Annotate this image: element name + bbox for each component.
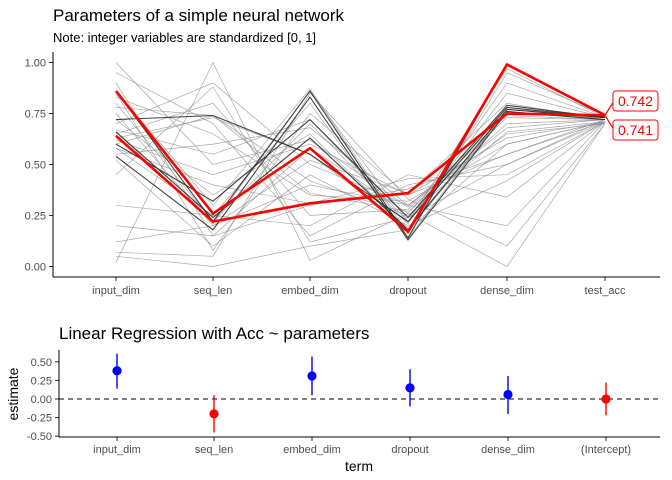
- series-line: [115, 121, 606, 196]
- series-line: [115, 61, 606, 267]
- x-tick-label: input_dim: [93, 444, 141, 456]
- chart-title: Linear Regression with Acc ~ parameters: [59, 324, 369, 343]
- chart-title: Parameters of a simple neural network: [53, 6, 345, 25]
- series-line: [115, 92, 606, 251]
- x-tick-label: dropout: [391, 444, 428, 456]
- highlight-series-line: [115, 112, 606, 223]
- y-tick-label: 0.50: [31, 357, 52, 369]
- series-line: [115, 102, 606, 227]
- y-axis: 0.00 0.25 0.50 0.75 1.00: [25, 58, 53, 274]
- series-line: [115, 121, 606, 247]
- series-line-dark: [115, 106, 606, 223]
- series-line: [115, 121, 606, 267]
- y-tick-label: -0.25: [27, 413, 52, 425]
- series-line: [115, 121, 606, 227]
- x-axis: input_dim seq_len embed_dim dropout dense_di…: [92, 277, 626, 297]
- y-tick-label: 0.75: [25, 109, 46, 121]
- chart-subtitle: Note: integer variables are standardized…: [53, 30, 316, 45]
- series-line: [115, 92, 606, 223]
- x-tick-label: dense_dim: [480, 285, 534, 297]
- y-tick-label: 0.25: [31, 375, 52, 387]
- estimate-point: [503, 389, 513, 400]
- series-line: [115, 92, 606, 257]
- label-box: [612, 119, 659, 141]
- x-tick-label: embed_dim: [283, 444, 340, 456]
- series-line: [115, 123, 606, 243]
- series-line: [115, 82, 606, 206]
- series-line-dark: [115, 96, 606, 241]
- highlight-labels: 0.742 0.741: [604, 90, 659, 141]
- estimate-point: [601, 394, 611, 404]
- x-tick-label: test_acc: [585, 285, 626, 297]
- x-tick-label: embed_dim: [281, 285, 338, 297]
- y-tick-label: 0.50: [25, 160, 46, 172]
- x-axis: input_dim seq_len embed_dim dropout dense_di…: [93, 437, 631, 456]
- regression-chart: Linear Regression with Acc ~ parameters …: [5, 324, 660, 474]
- x-tick-label: seq_len: [195, 444, 234, 456]
- label-box: [612, 90, 659, 112]
- x-tick-label: input_dim: [92, 285, 140, 297]
- highlight-value-label: 0.741: [618, 122, 653, 138]
- series-line: [115, 115, 606, 212]
- x-tick-label: seq_len: [194, 285, 233, 297]
- highlight-series-line: [114, 62, 606, 234]
- series-line: [115, 102, 606, 216]
- estimate-point: [307, 371, 317, 381]
- series-line: [115, 72, 606, 235]
- x-axis-title: term: [345, 458, 373, 474]
- estimate-points: [112, 353, 611, 433]
- x-tick-label: dropout: [389, 285, 426, 297]
- y-tick-label: 1.00: [25, 58, 46, 70]
- highlight-value-label: 0.742: [618, 93, 653, 109]
- y-axis: -0.50 -0.25 0.00 0.25 0.50: [27, 357, 59, 443]
- series-line: [115, 62, 606, 208]
- estimate-point: [112, 366, 122, 376]
- series-line-dark: [115, 108, 606, 231]
- series-line: [115, 121, 606, 237]
- x-tick-label: dense_dim: [481, 444, 535, 456]
- series-line: [115, 121, 606, 227]
- x-tick-label: (Intercept): [581, 444, 631, 456]
- y-tick-label: 0.00: [25, 262, 46, 274]
- plot-lines: [114, 61, 606, 267]
- parallel-coordinates-chart: Parameters of a simple neural network No…: [25, 6, 660, 297]
- y-tick-label: -0.50: [27, 431, 52, 443]
- y-tick-label: 0.00: [31, 394, 52, 406]
- y-axis-title: estimate: [5, 367, 21, 420]
- estimate-point: [209, 409, 219, 419]
- series-line: [115, 72, 606, 237]
- y-tick-label: 0.25: [25, 211, 46, 223]
- estimate-point: [405, 383, 415, 393]
